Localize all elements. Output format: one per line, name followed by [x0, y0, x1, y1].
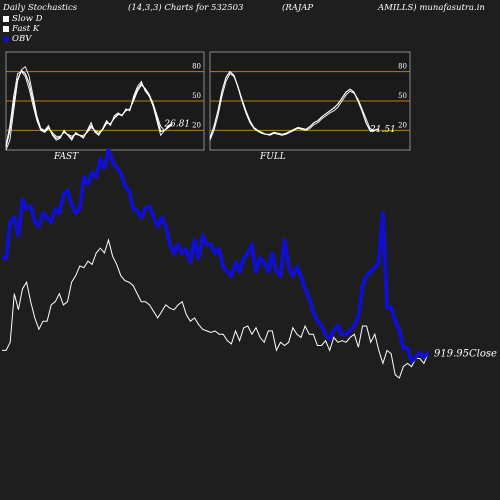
legend-swatch-obv [3, 36, 9, 42]
fast-last-value-label: 26.81 [163, 120, 190, 130]
legend-fast-k: Fast K [3, 24, 39, 34]
legend-swatch-slow-d [3, 16, 9, 22]
fast-series-line-0 [5, 65, 173, 151]
chart-params: (14,3,3) Charts for 532503 [128, 3, 244, 13]
close-price-line [2, 238, 429, 379]
full-panel-label: FULL [260, 152, 286, 162]
ticker-part-b: AMILLS) munafasutra.in [378, 3, 485, 13]
full-series-line-1 [209, 70, 379, 139]
fast-tick-label-20: 20 [192, 121, 201, 129]
legend-obv: OBV [3, 34, 31, 44]
full-last-value-label: 21.51 [369, 125, 396, 135]
fast-tick-label-80: 80 [192, 63, 201, 71]
last-close-label: 919.95Close [434, 349, 497, 360]
fast-panel-label: FAST [54, 152, 79, 162]
full-tick-label-50: 50 [398, 92, 407, 100]
ticker-part-a: (RAJAP [282, 3, 314, 13]
fast-series-line-2 [5, 69, 173, 148]
legend-label-fast-k: Fast K [12, 24, 40, 34]
legend-label-obv: OBV [12, 34, 32, 44]
fast-tick-label-50: 50 [192, 92, 201, 100]
obv-line [2, 148, 430, 364]
chart-title: Daily Stochastics [3, 3, 78, 13]
full-tick-label-20: 20 [398, 121, 407, 129]
legend-slow-d: Slow D [3, 14, 42, 24]
legend-swatch-fast-k [3, 26, 9, 32]
legend-label-slow-d: Slow D [12, 14, 43, 24]
full-tick-label-80: 80 [398, 63, 407, 71]
